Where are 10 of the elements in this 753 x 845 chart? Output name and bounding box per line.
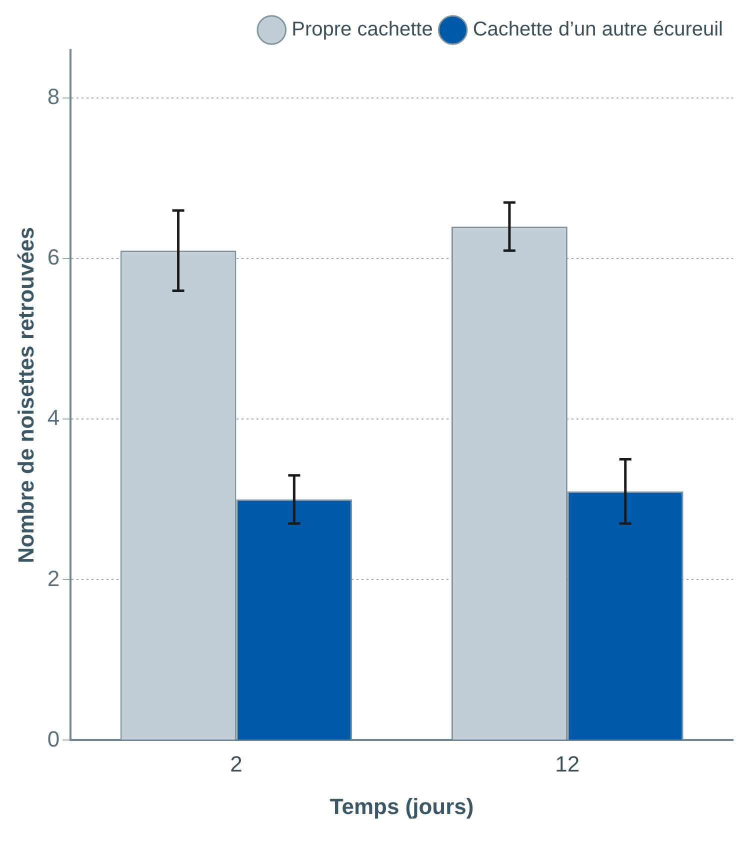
y-tick-label: 8 (47, 84, 60, 110)
y-tick-label: 2 (47, 566, 60, 591)
x-tick-label: 12 (555, 751, 580, 776)
legend-label: Propre cachette (292, 18, 433, 41)
y-tick-label: 0 (47, 726, 60, 752)
y-tick-label: 6 (47, 244, 60, 270)
x-axis-title: Temps (jours) (330, 794, 474, 819)
y-tick-label: 4 (47, 405, 60, 430)
legend-label: Cachette d’un autre écureuil (472, 18, 723, 41)
y-axis-title: Nombre de noisettes retrouvées (13, 226, 38, 564)
